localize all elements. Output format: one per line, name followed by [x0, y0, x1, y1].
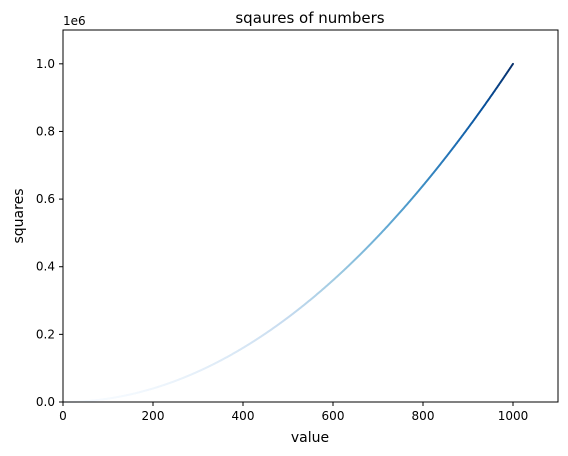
x-tick-label: 600 — [322, 409, 345, 423]
y-tick-label: 0.6 — [36, 192, 55, 206]
data-points — [62, 62, 514, 403]
chart-title: sqaures of numbers — [235, 9, 384, 27]
y-tick-label: 0.8 — [36, 124, 55, 138]
x-axis-label: value — [291, 430, 329, 446]
x-tick-label: 400 — [232, 409, 255, 423]
plot-frame — [62, 29, 559, 403]
y-tick-label: 1.0 — [36, 57, 55, 71]
y-axis: 0.0 0.2 0.4 0.6 0.8 1.0 — [36, 57, 63, 409]
data-point — [512, 62, 514, 65]
x-tick-label: 800 — [412, 409, 435, 423]
y-tick-label: 0.4 — [36, 260, 55, 274]
y-axis-label: squares — [11, 189, 27, 244]
x-tick-label: 1000 — [498, 409, 529, 423]
y-tick-label: 0.2 — [36, 327, 55, 341]
y-offset-label: 1e6 — [63, 14, 86, 28]
y-tick-label: 0.0 — [36, 395, 55, 409]
x-tick-label: 0 — [59, 409, 67, 423]
x-axis: 0 200 400 600 800 1000 — [59, 402, 528, 423]
x-tick-label: 200 — [142, 409, 165, 423]
